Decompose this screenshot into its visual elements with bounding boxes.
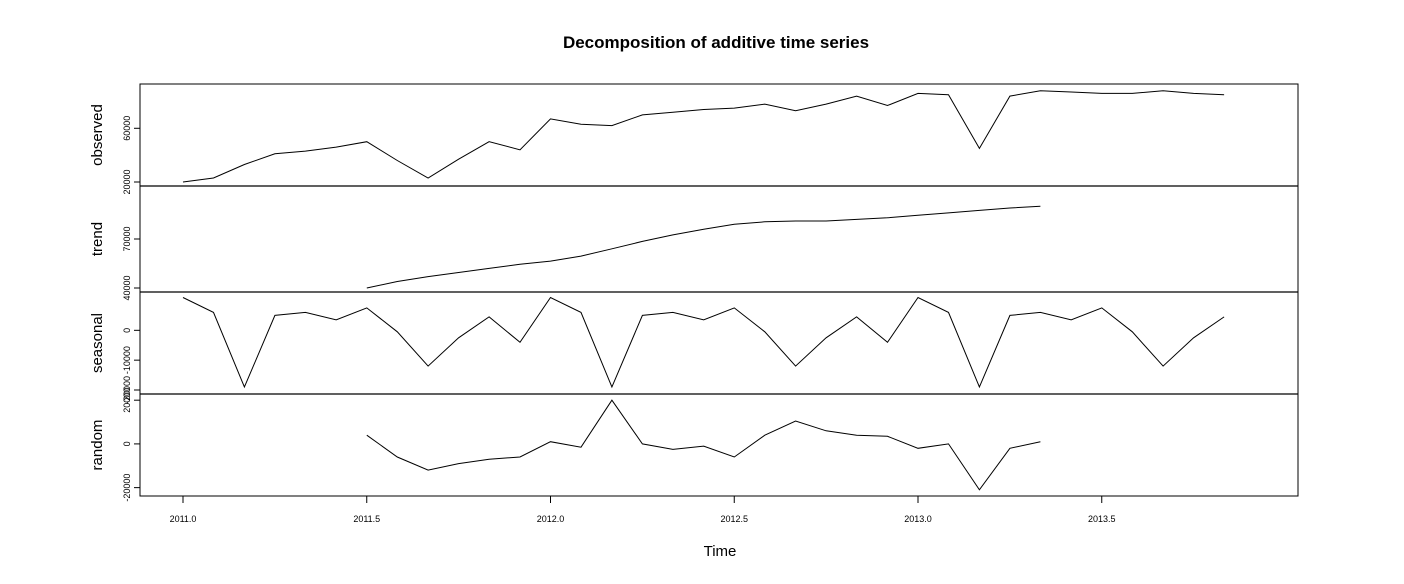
panel-trend: trend 40000 70000 [89,185,1298,301]
y-tick-label: -20000 [122,376,132,404]
x-tick-label: 2013.0 [904,514,932,524]
x-axis-label: Time [704,543,737,560]
x-tick-label: 2011.5 [353,514,380,524]
y-tick-label: 40000 [122,275,132,300]
x-tick-label: 2012.5 [720,514,748,524]
x-tick-label: 2011.0 [170,514,197,524]
y-tick-label: 60000 [122,116,132,141]
y-tick-label: 0 [122,328,132,333]
chart-title: Decomposition of additive time series [563,33,869,52]
y-tick-label: 70000 [122,226,132,251]
y-tick-label: 0 [122,441,132,446]
panel-label-random: random [89,420,106,471]
panels-group: observed 20000 60000 trend 40000 70000 seasona… [89,90,1298,502]
plot-frame [139,83,1299,497]
y-tick-label: -20000 [122,474,132,502]
series-line-seasonal [182,296,1225,389]
panel-observed: observed 20000 60000 [89,90,1225,195]
x-tick-label: 2013.5 [1088,514,1116,524]
series-line-trend [366,205,1041,289]
panel-label-seasonal: seasonal [89,313,106,373]
y-tick-label: -10000 [122,346,132,374]
panel-seasonal: seasonal -20000 -10000 0 [89,291,1298,404]
series-line-observed [182,90,1225,183]
panel-random: random -20000 0 20000 [89,388,1298,502]
panel-label-observed: observed [89,104,106,166]
y-tick-label: 20000 [122,388,132,413]
series-line-random [366,399,1041,491]
x-axis: 2011.0 2011.5 2012.0 2012.5 2013.0 2013.5 [170,496,1116,524]
panel-label-trend: trend [89,222,106,256]
x-tick-label: 2012.0 [537,514,565,524]
y-tick-label: 20000 [122,169,132,194]
